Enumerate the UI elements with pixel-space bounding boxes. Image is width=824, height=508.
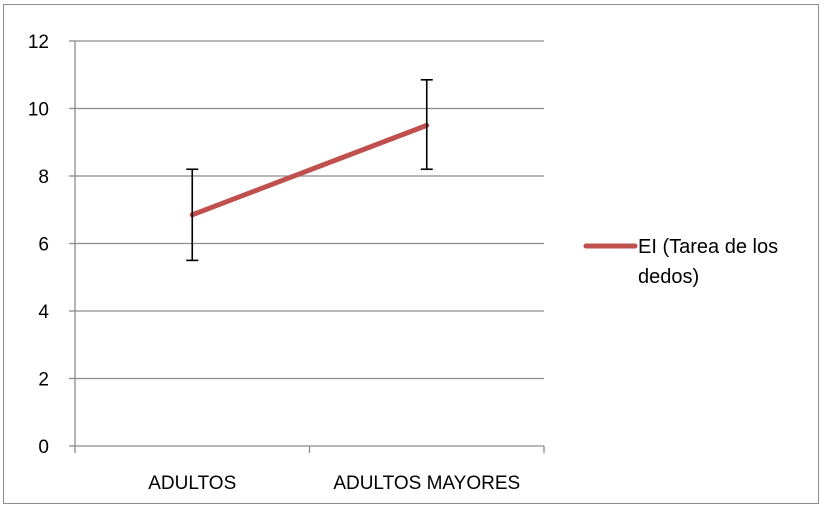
gridlines [75, 40, 544, 380]
legend-label-line-2: dedos) [638, 266, 699, 288]
x-tick-label-0: ADULTOS [148, 473, 236, 494]
chart-frame [3, 4, 819, 504]
error-bar-1 [420, 79, 433, 171]
axes [69, 40, 545, 453]
y-tick-label-8: 8 [38, 167, 49, 188]
series-line-0 [189, 122, 430, 218]
legend-label-line-1: EI (Tarea de los [638, 236, 778, 258]
y-tick-label-2: 2 [38, 370, 49, 391]
x-tick-label-1: ADULTOS MAYORES [333, 473, 520, 494]
y-tick-label-4: 4 [38, 302, 49, 323]
legend: EI (Tarea de los dedos) [583, 236, 778, 288]
series-layer [186, 79, 433, 262]
y-tick-label-10: 10 [28, 100, 49, 121]
y-tick-label-12: 12 [28, 32, 49, 53]
y-tick-labels: 0 2 4 6 8 10 12 [28, 32, 50, 458]
y-tick-label-6: 6 [38, 235, 49, 256]
x-tick-labels: ADULTOS ADULTOS MAYORES [148, 473, 520, 494]
y-tick-label-0: 0 [38, 437, 49, 458]
